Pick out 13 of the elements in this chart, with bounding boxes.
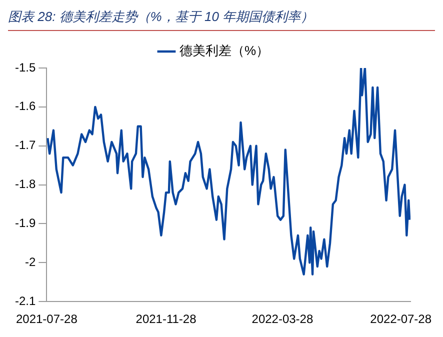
x-tick-label: 2022-07-28 — [370, 312, 432, 326]
chart-title: 图表 28: 德美利差走势（%，基于 10 年期国债利率） — [8, 8, 435, 31]
y-tick-label: -1.6 — [14, 99, 36, 114]
x-tick-label: 2021-11-28 — [136, 312, 197, 326]
y-tick-label: -2.1 — [14, 294, 36, 308]
x-tick-label: 2022-03-28 — [252, 312, 314, 326]
y-tick-label: -1.5 — [14, 60, 36, 74]
legend-label: 德美利差（%） — [179, 43, 270, 58]
y-tick-label: -1.9 — [14, 216, 36, 230]
x-tick-label: 2021-07-28 — [16, 312, 78, 326]
y-tick-label: -2 — [25, 254, 36, 269]
y-tick-label: -1.7 — [14, 138, 36, 152]
y-tick-label: -1.8 — [14, 177, 36, 192]
